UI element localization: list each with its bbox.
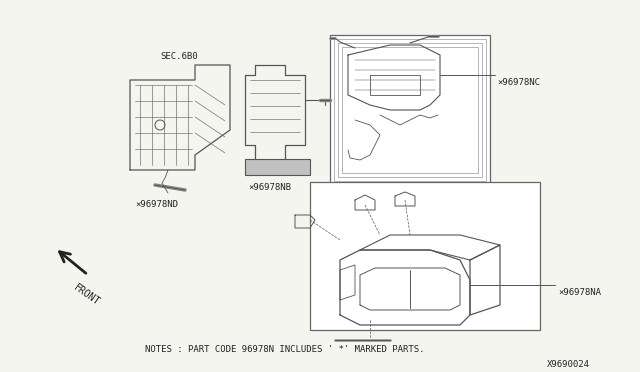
Bar <box>245 159 310 175</box>
Bar <box>310 182 540 330</box>
Text: ×96978NA: ×96978NA <box>558 288 601 297</box>
Bar <box>330 35 490 185</box>
Bar <box>334 39 486 181</box>
Bar <box>338 43 482 177</box>
Text: ×96978NB: ×96978NB <box>248 183 291 192</box>
Bar <box>342 47 478 173</box>
Text: NOTES : PART CODE 96978N INCLUDES ' *' MARKED PARTS.: NOTES : PART CODE 96978N INCLUDES ' *' M… <box>145 345 424 354</box>
Text: ×96978NC: ×96978NC <box>497 78 540 87</box>
Text: SEC.6B0: SEC.6B0 <box>160 52 198 61</box>
Text: X9690024: X9690024 <box>547 360 590 369</box>
Text: FRONT: FRONT <box>72 282 102 307</box>
Text: ×96978ND: ×96978ND <box>135 200 178 209</box>
